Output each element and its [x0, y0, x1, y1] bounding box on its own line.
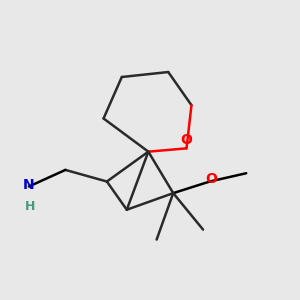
Text: O: O — [181, 133, 192, 147]
Text: N: N — [23, 178, 35, 192]
Text: O: O — [206, 172, 217, 186]
Text: H: H — [26, 200, 36, 213]
